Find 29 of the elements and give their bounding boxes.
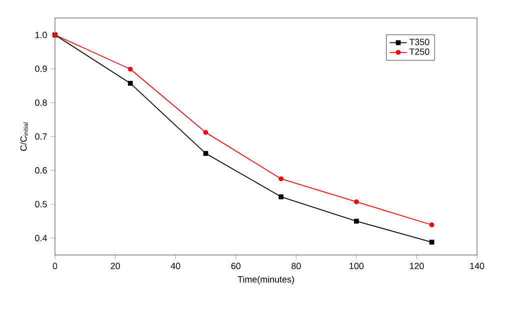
y-tick-label: 1.0 [35, 32, 47, 38]
x-axis-title: Time(minutes) [238, 276, 294, 284]
point [354, 199, 359, 204]
y-tick-label: 0.7 [35, 133, 47, 140]
y-tick-label: 0.5 [35, 201, 47, 208]
x-tick-label: 40 [170, 262, 180, 270]
legend-label: T250 [409, 48, 430, 55]
point [354, 218, 359, 224]
point [203, 150, 208, 156]
x-tick-label: 120 [410, 262, 424, 270]
point [278, 176, 284, 182]
point [429, 222, 434, 228]
point [128, 80, 133, 86]
point [278, 194, 284, 200]
x-tick-label: 80 [292, 262, 301, 270]
y-axis-title: C/C$_{initial}$ [20, 122, 28, 151]
x-tick-label: 0 [52, 262, 58, 270]
x-tick-label: 140 [470, 262, 484, 270]
legend-label: T350 [409, 38, 430, 46]
point [429, 240, 434, 245]
x-tick-label: 60 [231, 262, 241, 270]
y-tick-label: 0.8 [35, 99, 47, 106]
y-tick-label: 0.6 [35, 167, 47, 174]
point [128, 66, 133, 72]
x-tick-label: 20 [110, 262, 120, 270]
y-tick-label: 0.4 [35, 234, 47, 242]
y-tick-label: 0.9 [35, 66, 47, 72]
x-tick-label: 100 [350, 262, 364, 270]
point [203, 130, 208, 135]
